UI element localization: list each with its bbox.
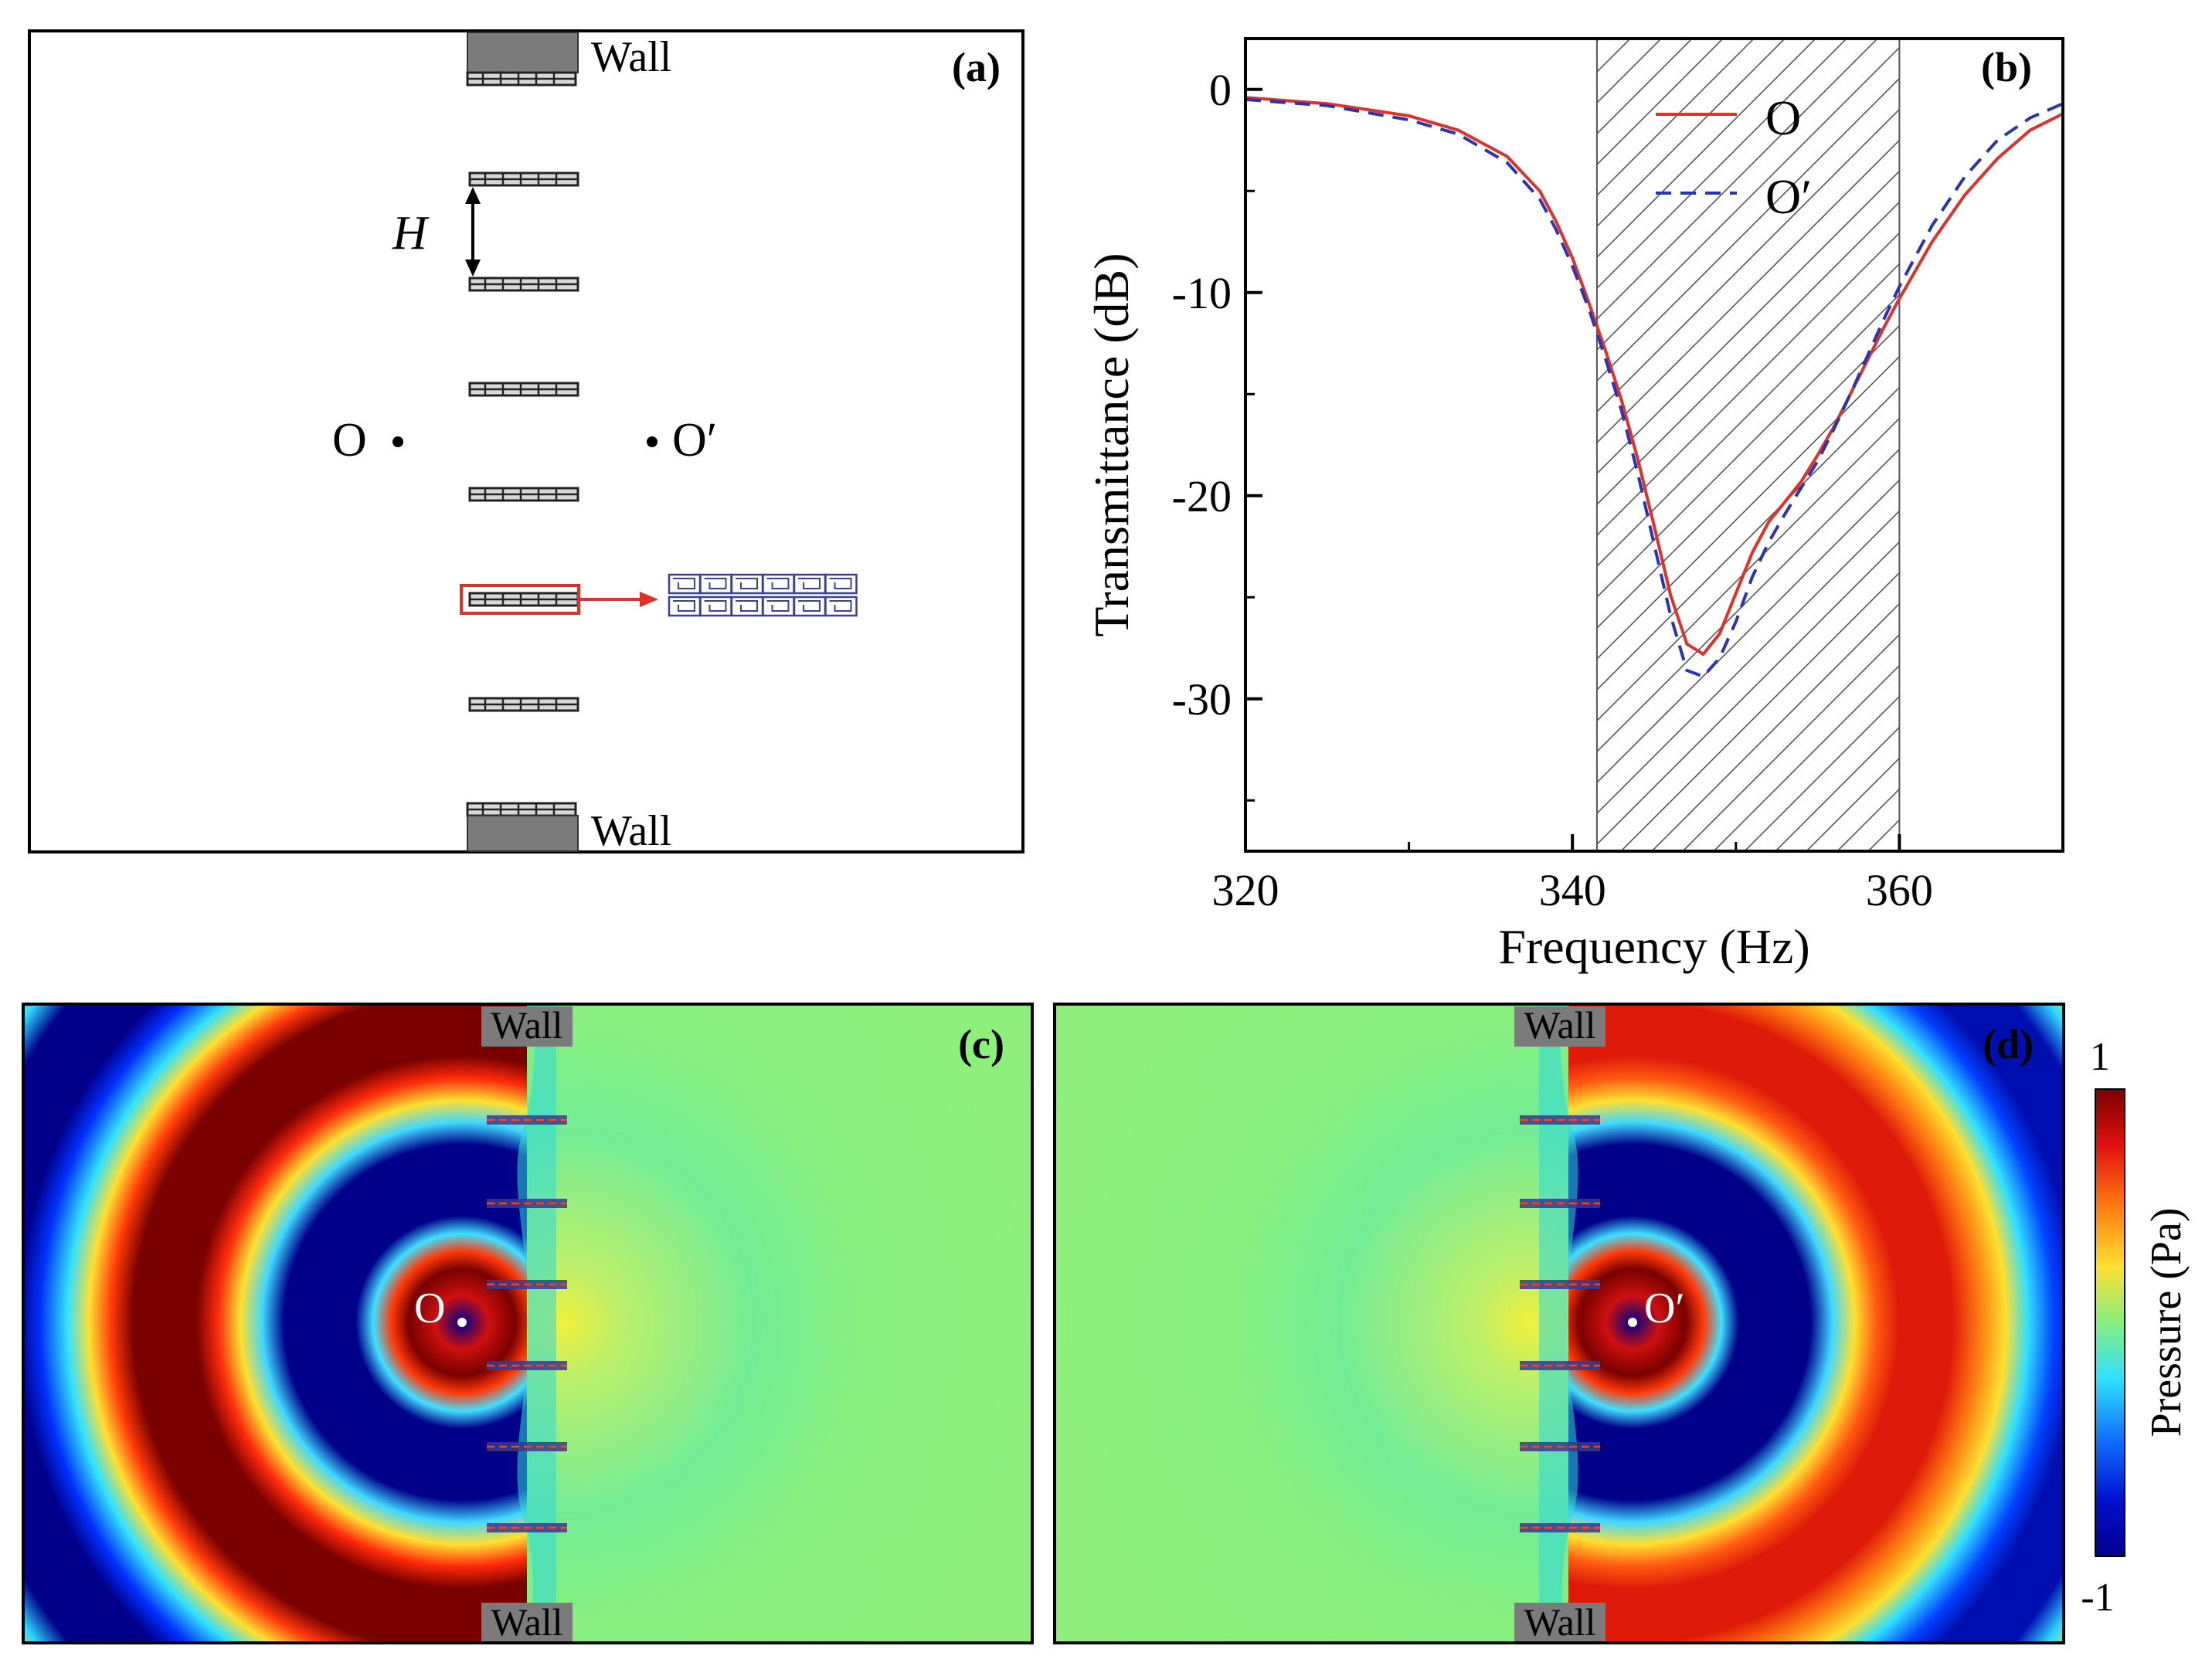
panel-c: Wall Wall O (c) [22, 1003, 1034, 1644]
x-tick-label: 360 [1866, 865, 1933, 915]
array-strip [468, 487, 579, 502]
colorbar-max-label: 1 [2090, 1035, 2110, 1079]
field-slit [1520, 1115, 1600, 1125]
y-tick-label: -10 [1172, 268, 1232, 318]
wall-top-c [481, 1006, 573, 1047]
series-line-o-prime [1245, 97, 2063, 679]
field-slit [1520, 1442, 1600, 1451]
wall-top-block [467, 32, 579, 73]
panel-b: 320 340 360 0 -10 -20 -30 Frequency (Hz) Transmi… [1084, 37, 2064, 974]
zoomed-unit-cell [668, 573, 858, 617]
near-field-c [517, 1004, 556, 1643]
panel-a-frame [28, 29, 1024, 853]
legend-label: O′ [1765, 169, 1812, 224]
plot-area [1245, 96, 2063, 679]
zoom-arrow-head [640, 592, 658, 607]
wall-bottom-label: Wall [591, 807, 671, 855]
transmitted-field-d [1055, 1004, 1568, 1643]
wall-top-d-label: Wall [1524, 1003, 1595, 1047]
panel-d-frame [1053, 1003, 2065, 1644]
panel-a-label: (a) [952, 44, 1001, 90]
wall-top-strip [466, 71, 577, 87]
array-strip [468, 171, 579, 187]
near-field-d [1539, 1004, 1578, 1643]
legend: O O′ [1656, 90, 1812, 224]
point-o-prime-dot [647, 436, 657, 447]
zoom-cell [824, 573, 858, 595]
wall-bottom-c [481, 1603, 573, 1641]
array-strip [468, 697, 579, 712]
legend-label: O [1765, 90, 1801, 145]
spacing-label: H [392, 207, 430, 260]
y-axis-label: Transmittance (dB) [1084, 253, 1139, 636]
colorbar-min-label: -1 [2081, 1576, 2114, 1620]
field-slit [487, 1280, 567, 1289]
x-tick-label: 340 [1539, 865, 1606, 915]
y-tick-label: 0 [1209, 65, 1232, 115]
field-slit [1520, 1361, 1600, 1370]
colorbar: 1 -1 Pressure (Pa) [2081, 1035, 2190, 1620]
array-strip [468, 592, 579, 607]
wall-top-d [1514, 1006, 1605, 1047]
wall-bottom-d [1514, 1603, 1605, 1641]
shaded-band [1595, 38, 1901, 852]
array-slits-d [1520, 1115, 1600, 1532]
wall-bottom-block [467, 815, 579, 852]
field-slit [487, 1442, 567, 1451]
x-axis-label: Frequency (Hz) [1498, 919, 1809, 974]
source-o-label: O [414, 1284, 445, 1332]
wall-top-label: Wall [591, 33, 671, 81]
field-slit [487, 1199, 567, 1208]
transmittance-chart: 320 340 360 0 -10 -20 -30 Frequency (Hz) Transmi… [1084, 37, 2064, 974]
plot-frame [1244, 37, 2064, 853]
field-slit [1520, 1523, 1600, 1532]
panel-a: (a) Wall H O O′ [28, 29, 1024, 855]
source-o-dot [457, 1318, 467, 1327]
wall-top-c-label: Wall [491, 1003, 562, 1047]
panel-d-label: (d) [1983, 1021, 2034, 1067]
array-slits-c [487, 1115, 567, 1532]
x-tick-label: 320 [1212, 865, 1279, 915]
field-slit [1520, 1280, 1600, 1289]
field-slit [1520, 1199, 1600, 1208]
field-slit [487, 1523, 567, 1532]
y-tick-label: -30 [1172, 674, 1232, 725]
wall-bottom-d-label: Wall [1524, 1600, 1595, 1644]
wall-bottom-strip [466, 802, 577, 817]
colorbar-title: Pressure (Pa) [2142, 1207, 2190, 1437]
y-tick-label: -20 [1172, 471, 1232, 521]
panel-b-label: (b) [1981, 44, 2032, 90]
point-o-prime-label: O′ [672, 414, 717, 467]
panel-c-label: (c) [958, 1021, 1004, 1067]
field-slit [487, 1115, 567, 1125]
series-line-o [1245, 96, 2063, 657]
wall-bottom-c-label: Wall [491, 1600, 562, 1644]
spacing-arrow [465, 187, 481, 277]
field-slit [487, 1361, 567, 1370]
point-o-dot [392, 436, 403, 447]
array-strip [468, 277, 579, 292]
source-o-prime-label: O′ [1644, 1284, 1685, 1332]
panel-d: Wall Wall O′ (d) [1053, 1003, 2065, 1644]
panel-c-frame [22, 1003, 1034, 1644]
zoom-cell [824, 596, 858, 617]
colorbar-gradient [2095, 1088, 2125, 1557]
point-o-label: O [332, 414, 367, 467]
source-o-prime-dot [1628, 1318, 1637, 1327]
array-strip [468, 382, 579, 397]
transmitted-field-c [527, 1004, 1032, 1643]
